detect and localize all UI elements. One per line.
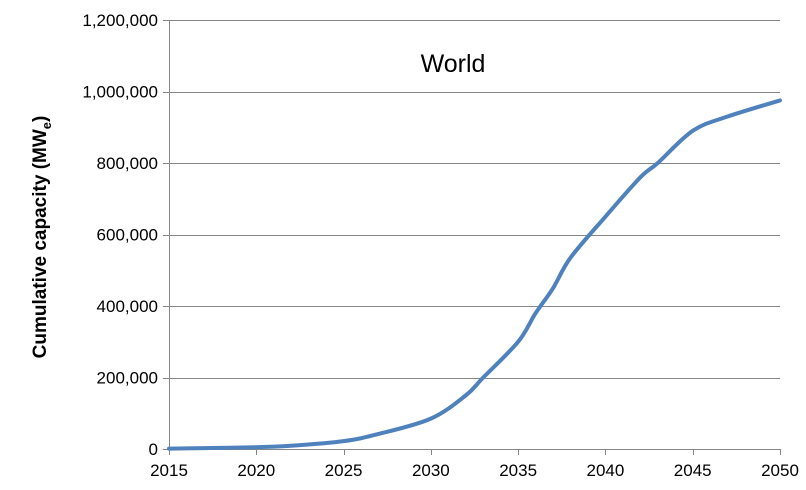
x-tick-label-1: 2020 (237, 461, 275, 480)
y-tick-label-6: 1,200,000 (82, 11, 158, 30)
y-axis-label-main: Cumulative capacity (MW (30, 129, 51, 358)
x-tick-label-3: 2030 (412, 461, 450, 480)
x-axis-tick-labels: 2015 2020 2025 2030 2035 2040 2045 2050 (150, 461, 799, 480)
world-annotation: World (421, 50, 486, 78)
y-tick-label-2: 400,000 (97, 297, 158, 316)
x-tick-label-6: 2045 (674, 461, 712, 480)
gridlines (163, 20, 780, 379)
axes (163, 20, 781, 455)
y-tick-label-0: 0 (149, 440, 158, 459)
y-axis-label-suffix: ) (30, 116, 51, 122)
series-layer (167, 98, 782, 451)
x-tick-label-2: 2025 (325, 461, 363, 480)
y-axis-tick-labels: 0 200,000 400,000 600,000 800,000 1,000,000 1,… (82, 11, 158, 459)
x-tick-label-7: 2050 (761, 461, 799, 480)
y-axis-label: Cumulative capacity (MWe) (30, 116, 54, 359)
y-tick-label-3: 600,000 (97, 226, 158, 245)
series-line-0 (167, 98, 782, 451)
y-tick-label-5: 1,000,000 (82, 83, 158, 102)
y-tick-label-1: 200,000 (97, 369, 158, 388)
x-tick-label-0: 2015 (150, 461, 188, 480)
x-tick-label-5: 2040 (587, 461, 625, 480)
x-tick-label-4: 2035 (499, 461, 537, 480)
y-tick-label-4: 800,000 (97, 154, 158, 173)
y-axis-label-subscript: e (39, 122, 54, 129)
